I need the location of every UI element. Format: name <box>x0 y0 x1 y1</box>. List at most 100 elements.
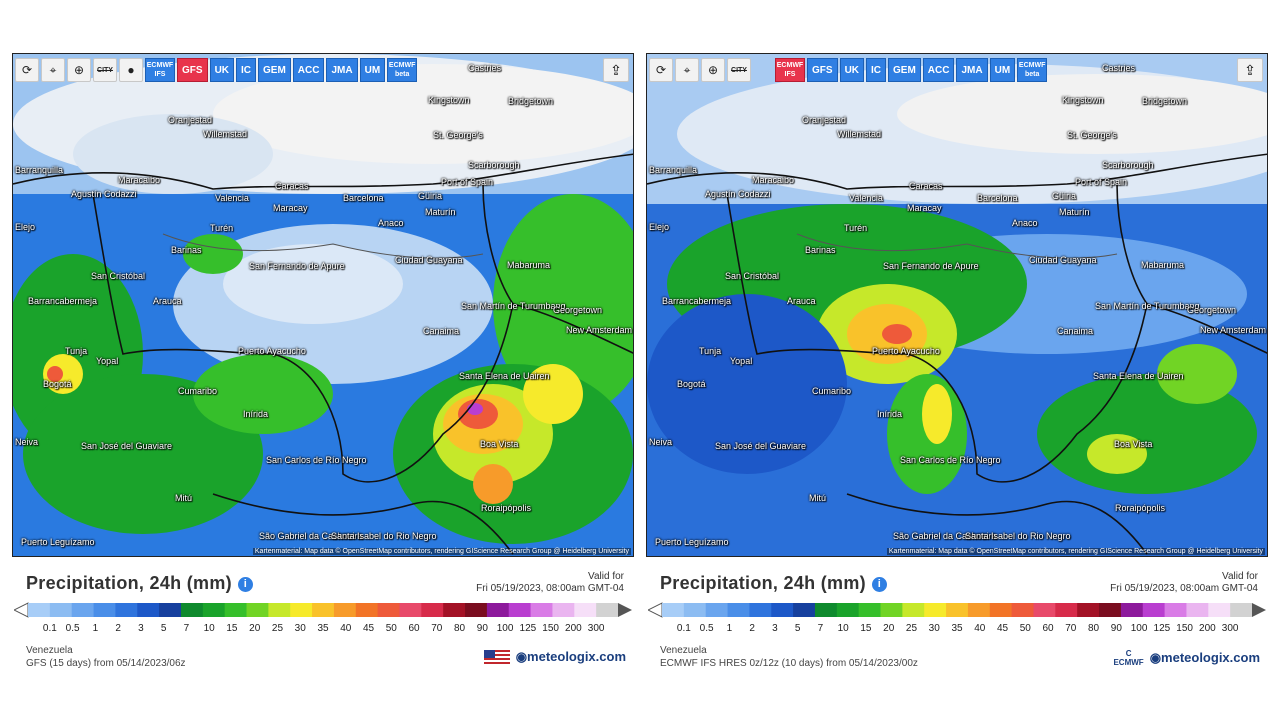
model-tab-ecmwf-beta[interactable]: ECMWF beta <box>1017 58 1048 82</box>
scale-swatch <box>880 603 903 617</box>
region-label: Venezuela <box>26 645 73 656</box>
city-label: San Carlos de Río Negro <box>900 455 1001 465</box>
location-pin-icon[interactable]: ⌖ <box>41 58 65 82</box>
model-tab-um[interactable]: UM <box>989 58 1016 82</box>
map-gfs[interactable]: ⟳ ⌖ ⊕ CITY ● ECMWF IFS GFS UK IC GEM ACC JMA UM… <box>12 53 634 557</box>
model-tab-ic[interactable]: IC <box>236 58 257 82</box>
info-icon[interactable]: i <box>871 577 887 592</box>
scale-swatch <box>93 603 116 617</box>
scale-swatch <box>115 603 138 617</box>
model-tab-um[interactable]: UM <box>359 58 386 82</box>
scale-tick-label: 20 <box>249 623 261 634</box>
panel-ecmwf: ⟳ ⌖ ⊕ CITY ECMWF IFS GFS UK IC GEM ACC JMA UM EC… <box>646 53 1268 669</box>
scale-tick-label: 7 <box>817 623 824 634</box>
brand-logo[interactable]: ◉meteologix.com <box>515 649 626 664</box>
city-label: Bogotá <box>677 379 706 389</box>
scale-swatch <box>355 603 379 617</box>
city-label: Roraipópolis <box>481 503 532 513</box>
refresh-icon[interactable]: ⟳ <box>649 58 673 82</box>
scale-tick-label: 300 <box>587 623 605 634</box>
model-tab-gfs[interactable]: GFS <box>807 58 838 82</box>
city-label: Scarborough <box>468 160 520 170</box>
scale-swatch <box>49 603 73 617</box>
scale-tick-label: 1 <box>92 623 99 634</box>
map-ecmwf[interactable]: ⟳ ⌖ ⊕ CITY ECMWF IFS GFS UK IC GEM ACC JMA UM EC… <box>646 53 1268 557</box>
model-tab-ic[interactable]: IC <box>866 58 887 82</box>
model-tab-jma[interactable]: JMA <box>956 58 988 82</box>
scale-swatch <box>1208 603 1231 617</box>
city-label: Elejo <box>15 222 36 232</box>
model-tab-uk[interactable]: UK <box>209 58 235 82</box>
city-toggle-button[interactable]: CITY <box>727 58 751 82</box>
scale-tick-label: 45 <box>362 623 375 634</box>
model-tab-ecmwf-ifs[interactable]: ECMWF IFS <box>775 58 805 82</box>
city-label: St. George's <box>1067 130 1117 140</box>
city-label: Mitú <box>175 493 193 503</box>
scale-swatch <box>180 603 204 617</box>
scale-tick-label: 0.1 <box>676 623 691 634</box>
model-run-label: ECMWF IFS HRES 0z/12z (10 days) from 05/… <box>660 658 918 669</box>
scale-tick-label: 0.5 <box>699 623 714 634</box>
scale-arrow-left <box>648 602 663 618</box>
scale-swatch <box>465 603 488 617</box>
model-tab-gem[interactable]: GEM <box>888 58 921 82</box>
city-label: Santa Elena de Uairen <box>459 371 550 381</box>
city-toggle-button[interactable]: CITY <box>93 58 117 82</box>
location-pin-icon[interactable]: ⌖ <box>675 58 699 82</box>
model-tab-acc[interactable]: ACC <box>922 58 955 82</box>
city-label: São Gabriel da Cachoeira <box>259 531 363 541</box>
city-label: Tunja <box>699 346 722 356</box>
city-label: Puerto Leguízamo <box>21 537 95 547</box>
model-tab-gfs[interactable]: GFS <box>177 58 208 82</box>
city-label: Maracaibo <box>118 175 161 185</box>
city-label: Santa Isabel do Rio Negro <box>965 531 1071 541</box>
model-tab-acc[interactable]: ACC <box>292 58 325 82</box>
zoom-icon[interactable]: ⊕ <box>701 58 725 82</box>
scale-tick-label: 35 <box>317 623 329 634</box>
city-label: Mabaruma <box>507 260 551 270</box>
scale-swatch <box>596 603 619 617</box>
color-toggle-icon[interactable]: ● <box>119 58 143 82</box>
city-label: São Gabriel da Cachoeira <box>893 531 997 541</box>
info-icon[interactable]: i <box>237 577 253 592</box>
scale-swatch <box>246 603 269 617</box>
valid-time: Valid for Fri 05/19/2023, 08:00am GMT-04 <box>476 571 624 594</box>
scale-tick-label: 70 <box>431 623 443 634</box>
city-label: Valencia <box>849 193 883 203</box>
ecmwf-logo-icon: C ECMWF <box>1113 649 1144 667</box>
zoom-icon[interactable]: ⊕ <box>67 58 91 82</box>
scale-swatch <box>268 603 291 617</box>
scale-swatch <box>1077 603 1100 617</box>
share-icon[interactable]: ⇪ <box>603 58 629 82</box>
city-label: Georgetown <box>553 305 603 315</box>
scale-swatch <box>508 603 532 617</box>
scale-tick-label: 50 <box>1019 623 1031 634</box>
scale-tick-label: 10 <box>837 623 849 634</box>
scale-swatch <box>137 603 160 617</box>
scale-tick-label: 30 <box>928 623 940 634</box>
scale-tick-label: 60 <box>408 623 420 634</box>
scale-tick-label: 80 <box>1088 623 1100 634</box>
model-tab-ecmwf-beta[interactable]: ECMWF beta <box>387 58 418 82</box>
model-tab-ecmwf-ifs[interactable]: ECMWF IFS <box>145 58 175 82</box>
model-tab-jma[interactable]: JMA <box>326 58 358 82</box>
scale-swatch <box>530 603 553 617</box>
model-tab-gem[interactable]: GEM <box>258 58 291 82</box>
scale-swatch <box>662 603 685 617</box>
legend-title: Precipitation, 24h (mm) i <box>660 573 887 594</box>
city-label: New Amsterdam <box>566 325 633 335</box>
city-label: Barranquilla <box>15 165 64 175</box>
scale-tick-label: 25 <box>271 623 284 634</box>
model-tab-uk[interactable]: UK <box>839 58 865 82</box>
scale-tick-label: 5 <box>794 623 801 634</box>
city-label: Caracas <box>909 181 943 191</box>
share-icon[interactable]: ⇪ <box>1237 58 1263 82</box>
scale-swatch <box>989 603 1013 617</box>
scale-swatch <box>793 603 816 617</box>
refresh-icon[interactable]: ⟳ <box>15 58 39 82</box>
city-label: Bridgetown <box>1142 96 1188 106</box>
scale-swatch <box>1033 603 1056 617</box>
brand-logo[interactable]: ◉meteologix.com <box>1149 650 1260 665</box>
city-label: Barcelona <box>977 193 1018 203</box>
city-label: Inírida <box>877 409 903 419</box>
